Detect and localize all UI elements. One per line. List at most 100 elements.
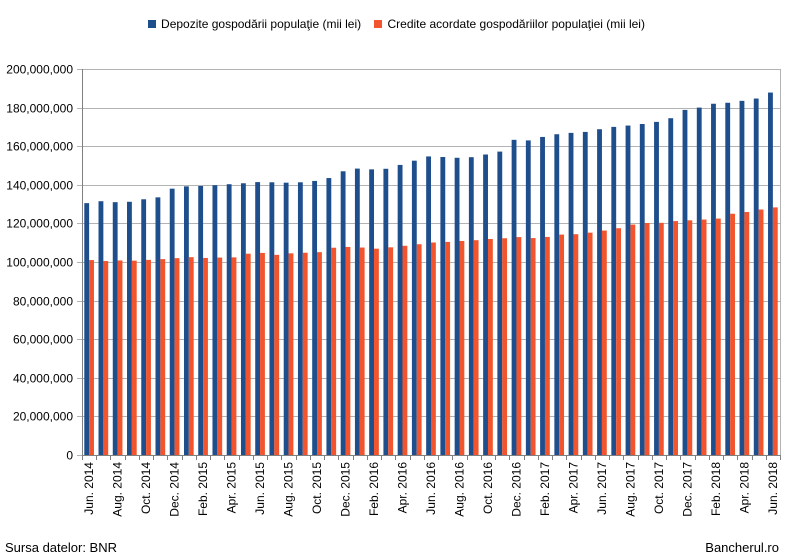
x-tick-label: Apr. 2017 <box>566 462 580 514</box>
bar-credits <box>302 252 308 455</box>
bar-credits <box>644 223 650 455</box>
bar-credits <box>730 213 735 455</box>
bar-credits <box>359 247 365 455</box>
x-tick-label: Oct. 2016 <box>481 462 495 514</box>
x-tick-label: Jun. 2018 <box>766 462 780 515</box>
x-tick-label: Apr. 2016 <box>396 462 410 514</box>
bar-deposits <box>440 157 446 455</box>
bar-credits <box>117 260 123 455</box>
bar-deposits <box>397 164 403 456</box>
bar-credits <box>317 252 322 455</box>
bar-deposits <box>554 134 560 456</box>
bar-credits <box>445 241 451 455</box>
bar-credits <box>601 230 607 455</box>
y-tick-label: 100,000,000 <box>6 256 73 270</box>
bar-deposits <box>696 107 702 455</box>
legend-label-credits: Credite acordate gospodăriilor populaţie… <box>387 17 645 31</box>
bar-credits <box>260 252 265 455</box>
bar-deposits <box>411 160 417 455</box>
bar-credits <box>388 247 394 455</box>
legend-swatch-credits <box>374 20 383 28</box>
x-tick-label: Apr. 2018 <box>737 462 751 514</box>
bar-credits <box>587 232 593 455</box>
bar-deposits <box>297 182 303 456</box>
bar-deposits <box>141 199 147 455</box>
bar-deposits <box>354 168 360 455</box>
bar-credits <box>516 237 522 455</box>
bar-deposits <box>525 140 531 455</box>
bar-deposits <box>369 169 375 456</box>
bar-credits <box>188 257 194 455</box>
x-tick-label: Jun. 2016 <box>424 462 438 515</box>
bar-deposits <box>226 184 232 455</box>
bar-deposits <box>611 126 617 456</box>
legend-item-credits: Credite acordate gospodăriilor populaţie… <box>374 17 645 31</box>
bar-deposits <box>212 185 218 455</box>
bar-credits <box>530 238 536 455</box>
x-tick-label: Dec. 2017 <box>680 462 694 517</box>
bar-deposits <box>625 125 631 456</box>
y-tick-label: 60,000,000 <box>13 333 73 347</box>
bar-credits <box>288 253 294 455</box>
bar-chart: 0 20,000,000 40,000,000 60,000,000 80,000,00… <box>6 63 781 517</box>
bar-deposits <box>312 180 318 455</box>
bar-deposits <box>568 132 574 455</box>
bar-credits <box>630 224 636 455</box>
bar-credits <box>203 257 208 455</box>
bar-credits <box>174 258 180 455</box>
bar-deposits <box>84 203 90 455</box>
legend-swatch-deposits <box>148 20 157 28</box>
y-tick-label: 160,000,000 <box>6 140 73 154</box>
bar-credits <box>146 259 151 455</box>
bar-deposits <box>98 201 104 455</box>
bar-credits <box>616 228 622 455</box>
bar-deposits <box>668 118 674 456</box>
bar-deposits <box>511 139 517 455</box>
legend-item-deposits: Depozite gospodării populaţie (mii lei) <box>148 17 361 31</box>
x-tick-label: Aug. 2014 <box>111 462 125 517</box>
bar-deposits <box>326 178 332 456</box>
bar-deposits <box>198 185 204 455</box>
bar-deposits <box>711 103 716 456</box>
bar-credits <box>131 260 137 455</box>
x-tick-label: Feb. 2017 <box>538 462 552 516</box>
y-tick-label: 20,000,000 <box>13 410 73 424</box>
bar-credits <box>701 219 707 455</box>
bar-deposits <box>240 183 246 455</box>
bar-credits <box>217 257 223 455</box>
bar-deposits <box>468 157 474 455</box>
x-tick-label: Aug. 2016 <box>452 462 466 517</box>
bar-credits <box>402 245 408 455</box>
x-tick-label: Dec. 2014 <box>168 462 182 517</box>
chart-legend: Depozite gospodării populaţie (mii lei) … <box>0 17 793 31</box>
bar-credits <box>416 244 422 455</box>
bar-credits <box>687 220 693 455</box>
bar-deposits <box>540 136 545 455</box>
bar-deposits <box>426 156 431 455</box>
x-tick-label: Feb. 2016 <box>367 462 381 516</box>
bar-credits <box>459 240 465 455</box>
x-tick-label: Oct. 2017 <box>652 462 666 514</box>
bar-credits <box>758 209 764 455</box>
bar-credits <box>345 246 351 455</box>
bar-credits <box>715 218 721 455</box>
bar-credits <box>374 248 379 455</box>
y-tick-label: 180,000,000 <box>6 102 73 116</box>
bar-credits <box>89 260 94 455</box>
bar-deposits <box>112 202 118 455</box>
source-note: Sursa datelor: BNR <box>5 540 117 555</box>
x-tick-label: Oct. 2015 <box>310 462 324 514</box>
bar-credits <box>673 221 678 455</box>
bar-credits <box>544 236 550 455</box>
bar-credits <box>559 234 565 455</box>
bar-credits <box>487 239 493 455</box>
bar-credits <box>658 222 664 455</box>
x-tick-label: Feb. 2018 <box>709 462 723 516</box>
y-tick-label: 120,000,000 <box>6 217 73 231</box>
bar-deposits <box>654 121 659 455</box>
y-tick-label: 40,000,000 <box>13 372 73 386</box>
bar-deposits <box>753 98 759 455</box>
y-tick-label: 200,000,000 <box>6 63 73 77</box>
x-tick-label: Apr. 2015 <box>225 462 239 514</box>
bar-deposits <box>255 182 261 455</box>
